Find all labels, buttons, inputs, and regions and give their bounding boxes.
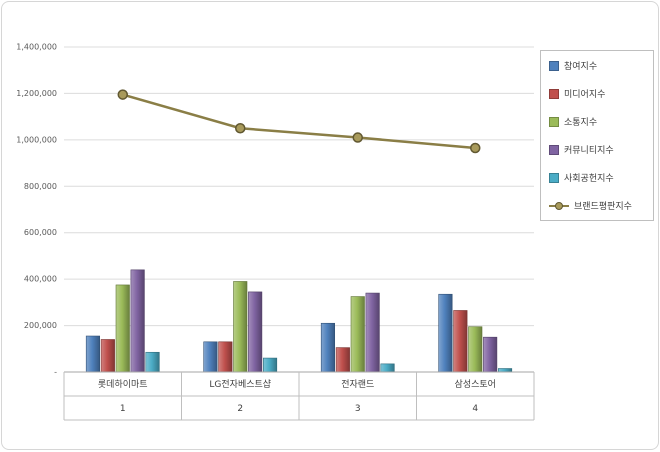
y-axis-tick-label: 1,400,000 (16, 43, 57, 52)
category-number: 2 (237, 404, 243, 414)
line-marker (235, 123, 246, 134)
line-marker (117, 89, 128, 100)
y-axis-tick-label: 1,000,000 (16, 135, 57, 144)
legend-label: 미디어지수 (564, 90, 606, 100)
legend-swatch-icon (549, 60, 559, 71)
category-number: 1 (120, 404, 126, 414)
line-marker (470, 142, 481, 154)
legend-swatch-icon (549, 172, 559, 183)
bar (233, 281, 248, 373)
bar (468, 326, 483, 373)
bar (218, 341, 233, 373)
bar (335, 347, 350, 373)
category-number: 4 (472, 404, 478, 414)
legend-swatch-icon (549, 144, 559, 155)
y-axis-tick-label: 400,000 (24, 275, 57, 284)
bar (350, 296, 365, 373)
category-label: 롯데하이마트 (98, 379, 148, 390)
bar (203, 341, 218, 373)
legend-label: 커뮤니티지수 (564, 146, 614, 156)
legend-label: 소통지수 (564, 118, 598, 128)
y-axis-tick-label: 600,000 (24, 228, 57, 237)
legend-item: 소통지수 (549, 116, 645, 128)
legend-label: 참여지수 (564, 62, 598, 72)
legend-line-marker-icon (549, 201, 569, 210)
bar (248, 291, 263, 373)
legend-swatch-icon (549, 116, 559, 127)
bar (145, 351, 160, 373)
bar (115, 284, 130, 373)
y-axis-tick-label: 800,000 (24, 182, 57, 191)
y-axis-tick-label: - (54, 368, 57, 377)
bar (453, 310, 468, 373)
line-marker (352, 132, 363, 143)
bar (130, 269, 145, 373)
bar (483, 336, 498, 373)
legend-item: 브랜드평판지수 (549, 200, 645, 212)
category-label: 전자랜드 (341, 379, 374, 390)
y-axis-tick-label: 1,200,000 (16, 89, 57, 98)
bar (380, 363, 395, 373)
legend-item: 미디어지수 (549, 88, 645, 100)
legend-item: 사회공헌지수 (549, 172, 645, 184)
bar (365, 292, 380, 373)
legend-swatch-icon (549, 88, 559, 99)
bar (262, 357, 278, 373)
legend-item: 참여지수 (549, 60, 645, 72)
legend-item: 커뮤니티지수 (549, 144, 645, 156)
line-series (122, 93, 476, 150)
legend-label: 브랜드평판지수 (574, 202, 632, 212)
legend-line-dot-icon (555, 201, 563, 210)
bar (438, 293, 453, 373)
y-axis-tick-label: 200,000 (24, 321, 57, 330)
bar (320, 322, 336, 373)
category-label: 삼성스토어 (455, 379, 496, 390)
legend-label: 사회공헌지수 (564, 174, 614, 184)
bar (85, 335, 100, 373)
bar (100, 339, 115, 373)
category-label: LG전자베스트샵 (209, 379, 271, 390)
category-number: 3 (355, 404, 361, 414)
bar (497, 368, 513, 373)
